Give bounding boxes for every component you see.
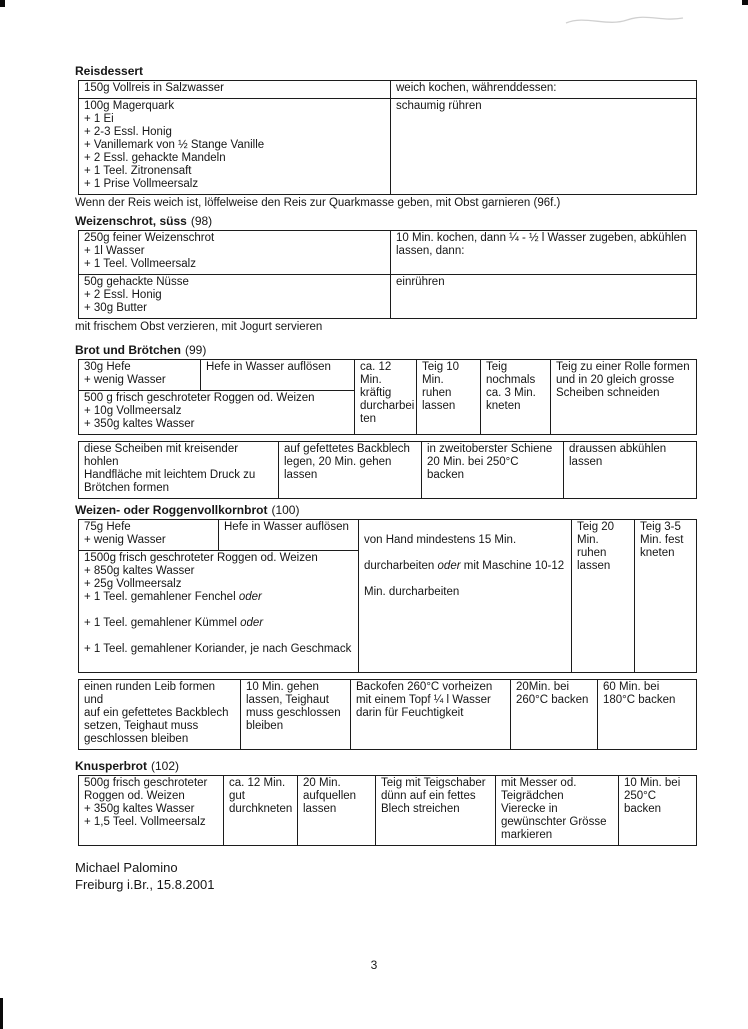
cell-ingredient: 1500g frisch geschroteter Roggen od. Wei… [78,550,359,673]
recipe-table: 30g Hefe + wenig Wasser Hefe in Wasser a… [78,359,697,435]
section-vollkornbrot: Weizen- oder Roggenvollkornbrot (100) 75g… [75,503,697,750]
cell-step: diese Scheiben mit kreisender hohlen Han… [78,441,279,499]
cell-step: Backofen 260°C vorheizen mit einem Topf … [350,679,511,750]
cell-step: Teig 20 Min. ruhen lassen [571,519,635,673]
recipe-table: einen runden Leib formen und auf ein gef… [78,679,697,750]
cell-step: in zweitoberster Schiene 20 Min. bei 250… [421,441,564,499]
cell-step: 10 Min. gehen lassen, Teighaut muss gesc… [240,679,351,750]
page-number: 3 [370,958,378,972]
recipe-table: diese Scheiben mit kreisender hohlen Han… [78,441,697,499]
scan-artifact-top-right [742,0,748,5]
section-heading: Weizen- oder Roggenvollkornbrot (100) [75,503,695,517]
oder-italic: oder [238,591,262,603]
ingredient-line: + 1 Teel. gemahlener Fenchel oder [84,591,262,603]
cell-step: Teig zu einer Rolle formen und in 20 gle… [550,359,697,435]
author-name: Michael Palomino [75,860,178,875]
cell-dissolve: Hefe in Wasser auflösen [218,519,359,551]
cell-yeast: 75g Hefe + wenig Wasser [78,519,219,551]
section-brot-und-broetchen: Brot und Brötchen (99) 30g Hefe + wenig W… [75,343,697,499]
cell-step: 20 Min. aufquellen lassen [297,775,376,846]
section-knusperbrot: Knusperbrot (102) 500g frisch geschrotete… [75,759,697,846]
recipe-table: 500g frisch geschroteter Roggen od. Weiz… [78,775,697,846]
cell-dissolve: Hefe in Wasser auflösen [200,359,355,391]
recipe-table: 75g Hefe + wenig Wasser Hefe in Wasser a… [78,519,697,673]
knead-line: von Hand mindestens 15 Min. [364,534,517,546]
cell-step: mit Messer od. Teigrädchen Vierecke in g… [495,775,619,846]
section-title: Knusperbrot [75,759,147,773]
section-heading: Brot und Brötchen (99) [75,343,695,357]
recipe-table: 250g feiner Weizenschrot + 1l Wasser + 1… [78,230,697,319]
section-page-ref: (100) [271,503,300,517]
ingredient-line: + 1 Teel. gemahlener Kümmel oder [84,617,264,629]
oder-italic: oder [240,617,264,629]
cell-ingredient: 500g frisch geschroteter Roggen od. Weiz… [78,775,224,846]
cell-step: ca. 12 Min. kräftig durcharbei ten [354,359,417,435]
cell-ingredient: 250g feiner Weizenschrot + 1l Wasser + 1… [78,230,391,275]
section-title: Weizen- oder Roggenvollkornbrot [75,503,268,517]
section-page-ref: (99) [185,343,207,357]
oder-italic: oder [437,560,461,572]
knead-line: Min. durcharbeiten [364,586,460,598]
cell-step: Teig 3-5 Min. fest kneten [634,519,697,673]
cell-yeast: 30g Hefe + wenig Wasser [78,359,201,391]
knead-line: durcharbeiten oder mit Maschine 10-12 [364,560,565,572]
cell-ingredient: 500 g frisch geschroteter Roggen od. Wei… [78,390,355,435]
scan-artifact-bottom-left [0,998,3,1029]
cell-instruction: weich kochen, währenddessen: [390,80,697,99]
cell-step: draussen abkühlen lassen [563,441,697,499]
section-title: Weizenschrot, süss [75,214,187,228]
section-title: Reisdessert [75,64,144,78]
section-reisdessert: Reisdessert 150g Vollreis in Salzwasser … [75,64,697,210]
cell-ingredient: 100g Magerquark + 1 Ei + 2-3 Essl. Honig… [78,98,391,195]
cell-step: auf gefettetes Backblech legen, 20 Min. … [278,441,422,499]
ingredient-line: + 1 Teel. gemahlener Koriander, je nach … [84,643,352,655]
cell-step: 20Min. bei 260°C backen [510,679,598,750]
cell-instruction: 10 Min. kochen, dann ¼ - ½ l Wasser zuge… [390,230,697,275]
cell-step: Teig 10 Min. ruhen lassen [416,359,481,435]
cell-step: 10 Min. bei 250°C backen [618,775,697,846]
cell-instruction: schaumig rühren [390,98,697,195]
cell-ingredient: 150g Vollreis in Salzwasser [78,80,391,99]
section-page-ref: (98) [190,214,213,228]
section-note: mit frischem Obst verzieren, mit Jogurt … [75,321,323,333]
section-title: Brot und Brötchen [75,343,181,357]
section-page-ref: (102) [151,759,180,773]
section-heading: Weizenschrot, süss (98) [75,214,695,228]
pen-mark-squiggle [565,16,684,24]
cell-step: 60 Min. bei 180°C backen [597,679,697,750]
cell-step: einen runden Leib formen und auf ein gef… [78,679,241,750]
section-heading: Reisdessert [75,64,695,78]
cell-step: Teig nochmals ca. 3 Min. kneten [480,359,551,435]
section-weizenschrot: Weizenschrot, süss (98) 250g feiner Weize… [75,214,697,334]
section-note: Wenn der Reis weich ist, löffelweise den… [75,197,561,209]
recipe-table: 150g Vollreis in Salzwasser weich kochen… [78,80,697,195]
cell-ingredient: 50g gehackte Nüsse + 2 Essl. Honig + 30g… [78,274,391,319]
author-place-date: Freiburg i.Br., 15.8.2001 [75,877,215,892]
section-heading: Knusperbrot (102) [75,759,695,773]
cell-step: Teig mit Teigschaber dünn auf ein fettes… [375,775,496,846]
cell-step: von Hand mindestens 15 Min. durcharbeite… [358,519,572,673]
cell-instruction: einrühren [390,274,697,319]
signature-block: Michael Palomino Freiburg i.Br., 15.8.20… [75,859,695,893]
scan-artifact-top-left [0,0,5,7]
cell-step: ca. 12 Min. gut durchkneten [223,775,298,846]
